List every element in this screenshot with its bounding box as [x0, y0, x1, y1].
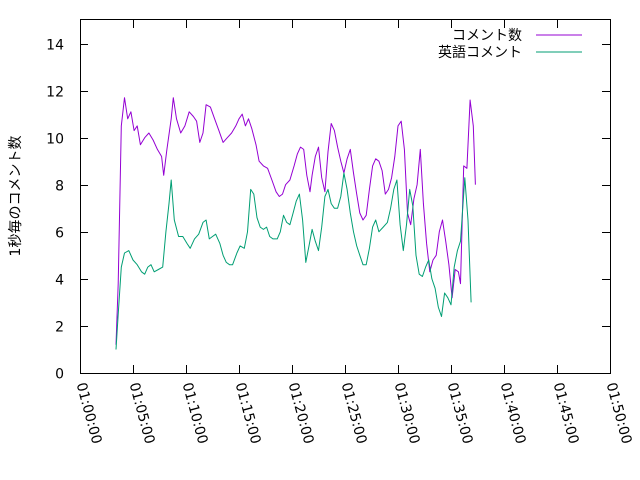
y-axis: 0 2 4 6 8 10 12 14: [46, 38, 610, 383]
y-tick-label: 6: [55, 226, 64, 242]
legend-label-1: コメント数: [452, 28, 522, 44]
series-line-2: [115, 172, 472, 350]
x-tick-label: 01:10:00: [179, 381, 211, 446]
x-tick-label: 01:25:00: [338, 381, 370, 446]
y-axis-label: 1秒毎のコメント数: [8, 136, 24, 257]
x-tick-label: 01:15:00: [232, 381, 264, 446]
series-line-1: [115, 97, 476, 345]
y-tick-label: 14: [46, 38, 64, 54]
x-tick-label: 01:00:00: [73, 381, 105, 446]
plot-frame: [80, 19, 611, 374]
y-tick-label: 2: [55, 320, 64, 336]
x-tick-label: 01:50:00: [603, 381, 635, 446]
y-tick-label: 12: [46, 85, 64, 101]
y-tick-label: 4: [55, 273, 64, 289]
y-tick-label: 10: [46, 132, 64, 148]
series-layer: [115, 97, 476, 350]
legend-label-2: 英語コメント: [438, 44, 522, 61]
x-tick-label: 01:05:00: [126, 381, 158, 446]
x-tick-label: 01:35:00: [444, 381, 476, 446]
y-tick-label: 0: [55, 367, 64, 383]
x-tick-label: 01:45:00: [550, 381, 582, 446]
y-tick-label: 8: [55, 179, 64, 195]
x-tick-label: 01:40:00: [497, 381, 529, 446]
x-tick-label: 01:30:00: [391, 381, 423, 446]
x-tick-label: 01:20:00: [285, 381, 317, 446]
